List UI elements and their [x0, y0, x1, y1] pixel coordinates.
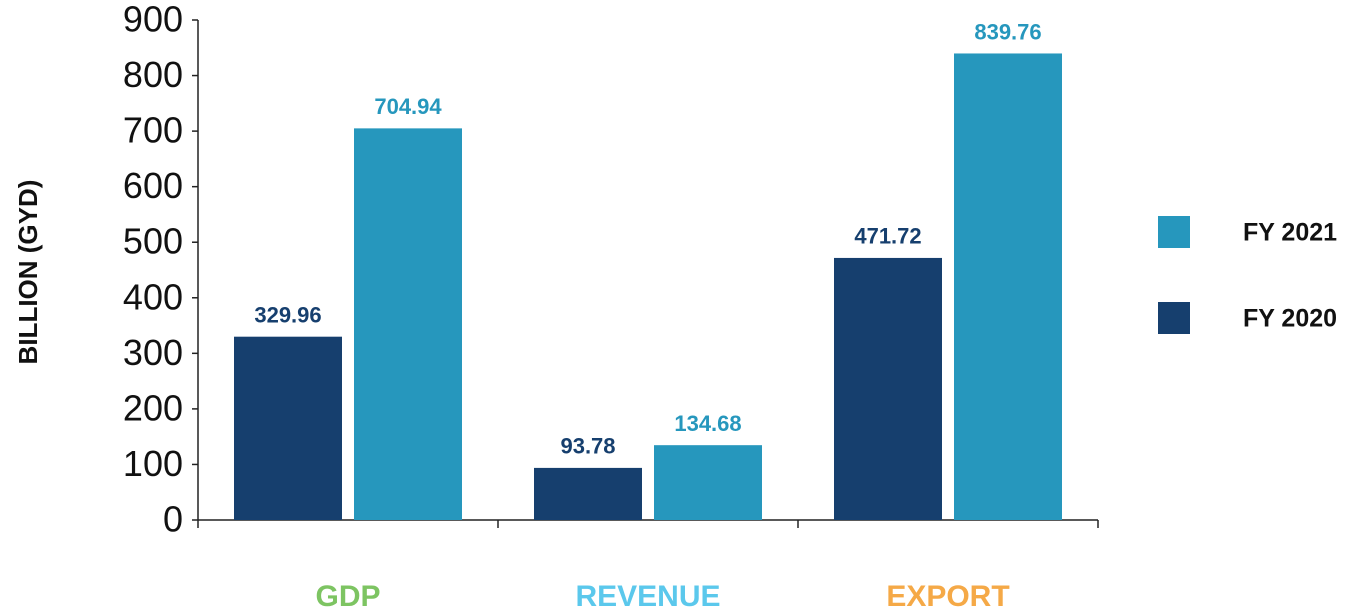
value-label: 134.68	[674, 411, 741, 436]
x-tick-label: EXPORT	[886, 580, 1009, 613]
value-label: 471.72	[854, 224, 921, 249]
y-tick-label: 900	[123, 0, 183, 40]
value-label: 329.96	[254, 303, 321, 328]
bar	[534, 467, 642, 520]
legend-label: FY 2021	[1243, 219, 1337, 247]
legend-label: FY 2020	[1243, 305, 1337, 333]
x-tick-label: GDP	[315, 580, 380, 613]
value-label: 839.76	[974, 19, 1041, 44]
legend-swatch	[1158, 302, 1190, 334]
y-tick-label: 500	[123, 221, 183, 262]
value-label: 93.78	[560, 434, 615, 459]
y-tick-label: 200	[123, 387, 183, 428]
y-tick-label: 800	[123, 54, 183, 95]
legend-swatch	[1158, 216, 1190, 248]
y-tick-label: 100	[123, 443, 183, 484]
y-tick-label: 700	[123, 110, 183, 151]
bar	[654, 445, 762, 520]
y-tick-label: 0	[163, 499, 183, 540]
y-tick-label: 400	[123, 276, 183, 317]
bar	[234, 336, 342, 520]
bar	[954, 53, 1062, 520]
y-tick-label: 300	[123, 332, 183, 373]
y-tick-label: 600	[123, 165, 183, 206]
bar	[354, 128, 462, 520]
value-label: 704.94	[374, 94, 442, 119]
x-tick-label: REVENUE	[575, 580, 720, 613]
y-axis-label: BILLION (GYD)	[13, 180, 43, 365]
bar	[834, 257, 942, 520]
